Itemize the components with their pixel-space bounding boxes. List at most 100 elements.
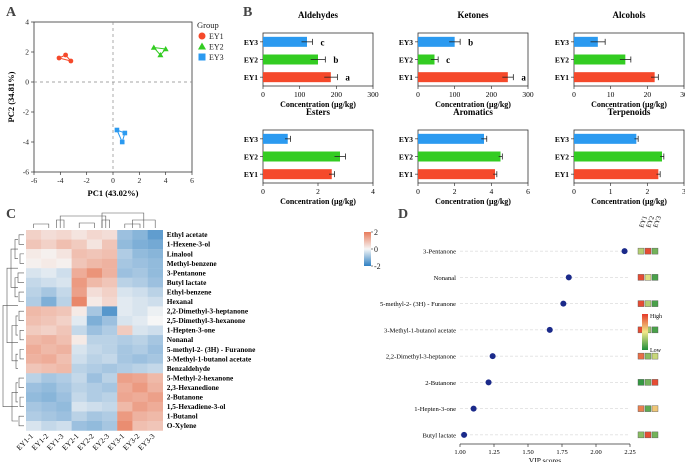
heatmap-cell: [147, 335, 163, 345]
heatmap-cell: [132, 287, 148, 298]
pca-point-ey1: [56, 55, 62, 61]
heatmap-cell: [86, 239, 103, 250]
vip-x-tick-label: 1.75: [556, 449, 567, 456]
heatmap-cell: [41, 296, 57, 307]
heatmap-cell: [86, 268, 103, 278]
pca-x-tick-label: -4: [57, 176, 63, 185]
bar-x-tick-label: 30: [680, 90, 685, 99]
heatmap-cell: [56, 277, 72, 288]
heatmap-cell: [86, 325, 103, 336]
heatmap-cell: [41, 392, 57, 403]
vip-level-square: [644, 300, 652, 307]
bar-x-tick-label: 2: [453, 187, 457, 196]
heatmap-cell: [102, 421, 118, 431]
heatmap-cell: [56, 287, 72, 298]
vip-level-square: [651, 326, 659, 334]
heatmap-cell: [117, 344, 133, 355]
heatmap-cell: [102, 363, 118, 374]
heatmap-cell: [56, 373, 72, 383]
bar-ey3: [418, 133, 484, 144]
bar-panel-title: Esters: [306, 107, 330, 117]
heatmap-cell: [86, 373, 103, 383]
vip-level-square: [651, 300, 659, 307]
heatmap-cell: [56, 411, 72, 422]
heatmap-cell: [147, 392, 163, 403]
bar-x-tick-label: 0: [416, 187, 420, 196]
heatmap-cell: [86, 401, 103, 412]
bar-significance-letter: c: [446, 55, 450, 65]
heatmap-cell: [56, 249, 72, 259]
pca-point-ey3: [122, 130, 128, 136]
bar-category-label: EY3: [244, 135, 258, 144]
heatmap-cell: [71, 296, 87, 307]
heatmap-cell: [86, 354, 103, 364]
heatmap-cell: [26, 258, 42, 269]
heatmap-cell: [117, 401, 133, 412]
vip-x-tick-label: 1.50: [522, 449, 533, 456]
heatmap-row-label: Ethyl-benzene: [167, 287, 212, 296]
panel-letter-c: C: [6, 207, 16, 222]
bar-x-tick-label: 0: [572, 187, 576, 196]
vip-level-square: [637, 405, 645, 412]
heatmap-cell: [26, 277, 42, 288]
heatmap-row-label: 1,5-Hexadiene-3-ol: [167, 402, 226, 411]
heatmap-cell: [86, 411, 103, 422]
heatmap-cell: [56, 239, 72, 250]
heatmap-cell: [41, 411, 57, 422]
heatmap-cell: [117, 239, 133, 250]
heatmap-cell: [132, 421, 148, 431]
pca-legend-marker: [198, 53, 206, 61]
bar-ey3: [263, 36, 307, 47]
pca-xlabel: PC1 (43.02%): [88, 188, 139, 198]
heatmap-cell: [56, 230, 72, 240]
heatmap-cell: [102, 382, 118, 393]
heatmap-cell: [117, 325, 133, 336]
heatmap-cell: [147, 239, 163, 250]
heatmap-cell: [86, 230, 103, 240]
heatmap-cell: [102, 411, 118, 422]
heatmap-cell: [26, 325, 42, 336]
heatmap-cell: [26, 249, 42, 259]
heatmap-cell: [26, 373, 42, 383]
heatmap-cell: [147, 411, 163, 422]
heatmap-dendrogram-branch: [18, 310, 24, 322]
heatmap-cell: [56, 268, 72, 278]
heatmap-cell: [26, 392, 42, 403]
vip-plot: 3-Pentanone Nonanal 5-methyl-2- (3H) - Fur…: [380, 215, 663, 462]
vip-group-label: EY1: [638, 215, 649, 229]
heatmap-cell: [41, 258, 57, 269]
pca-x-tick-label: 2: [137, 176, 141, 185]
heatmap-dendrogram-branch: [18, 415, 24, 427]
bar-x-tick-label: 0: [261, 90, 265, 99]
pca-y-tick-label: -2: [23, 108, 29, 117]
pca-legend-label: EY1: [209, 32, 224, 41]
vip-level-square: [644, 274, 652, 281]
heatmap-cell: [41, 277, 57, 288]
heatmap-cell: [41, 401, 57, 412]
pca-point-ey2: [150, 44, 157, 50]
heatmap-cell: [71, 401, 87, 412]
bar-panel-title: Ketones: [458, 10, 489, 20]
heatmap-cell: [117, 392, 133, 403]
vip-level-square: [637, 247, 645, 255]
pca-y-tick-label: 2: [25, 48, 29, 57]
heatmap-cell: [102, 392, 118, 403]
heatmap-cell: [56, 401, 72, 412]
vip-x-tick-label: 1.00: [454, 449, 465, 456]
bar-panel-title: Alcohols: [612, 10, 646, 20]
pca-legend-label: EY3: [209, 53, 224, 62]
heatmap-cell: [26, 315, 42, 326]
bar-significance-letter: c: [321, 37, 325, 47]
heatmap-top-dendrogram: [78, 222, 95, 228]
bar-ey1: [263, 169, 332, 180]
vip-compound-label: Butyl lactate: [422, 432, 456, 439]
heatmap-color-legend: [364, 232, 371, 266]
heatmap-cell: [56, 306, 72, 317]
pca-x-tick-label: 4: [164, 176, 168, 185]
bar-category-label: EY1: [399, 73, 413, 82]
vip-level-square: [644, 405, 652, 412]
bar-ey2: [574, 151, 662, 162]
heatmap-cell: [56, 344, 72, 355]
heatmap-cell: [56, 335, 72, 345]
heatmap-cell: [102, 401, 118, 412]
